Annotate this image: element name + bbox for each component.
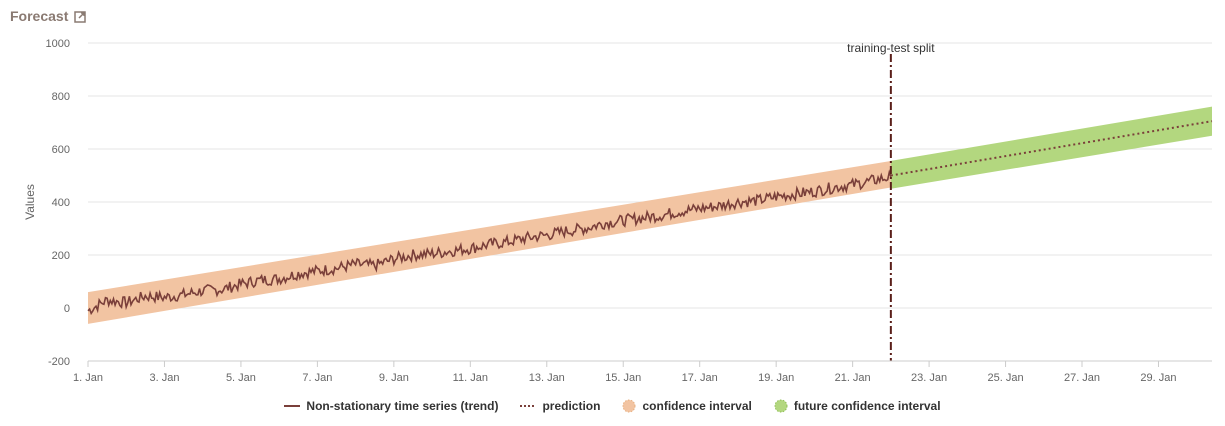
x-tick-label: 29. Jan — [1140, 372, 1176, 384]
legend-item-prediction[interactable]: prediction — [520, 399, 600, 413]
x-tick-label: 23. Jan — [911, 372, 947, 384]
x-tick-label: 11. Jan — [453, 372, 488, 384]
legend: Non-stationary time series (trend) predi… — [0, 396, 1225, 416]
x-tick-label: 25. Jan — [988, 372, 1024, 384]
forecast-chart: training-test split -200 0 200 400 600 800 100… — [23, 38, 1213, 384]
legend-item-series[interactable]: Non-stationary time series (trend) — [284, 399, 498, 413]
x-tick-label: 5. Jan — [226, 372, 256, 384]
series-line-prediction — [890, 120, 1213, 177]
panel-title: Forecast — [10, 8, 69, 24]
y-tick-label: 600 — [52, 144, 70, 156]
confidence-bands — [88, 106, 1212, 324]
y-tick-label: 0 — [64, 303, 70, 315]
y-axis-title: Values — [23, 184, 37, 220]
x-tick-label: 17. Jan — [682, 372, 718, 384]
axes: -200 0 200 400 600 800 1000 1. Jan 3. Jan 5. Jan 7… — [23, 38, 1212, 384]
split-marker: training-test split — [847, 41, 935, 361]
split-label: training-test split — [847, 41, 935, 55]
x-tick-label: 15. Jan — [605, 372, 641, 384]
legend-label-prediction: prediction — [542, 399, 601, 413]
legend-item-future-confidence[interactable]: future confidence interval — [774, 399, 941, 413]
x-tick-label: 7. Jan — [302, 372, 332, 384]
series-line-trend — [87, 169, 892, 316]
y-tick-label: 1000 — [46, 38, 70, 50]
x-tick-label: 1. Jan — [73, 372, 103, 384]
y-tick-label: -200 — [48, 356, 70, 368]
y-tick-label: 400 — [52, 197, 70, 209]
series-lines — [87, 120, 1213, 316]
external-link-icon[interactable] — [74, 10, 87, 23]
legend-label-future-confidence: future confidence interval — [793, 399, 941, 413]
legend-label-series: Non-stationary time series (trend) — [306, 399, 499, 413]
future-confidence-interval-band — [890, 106, 1212, 189]
y-tick-label: 200 — [52, 250, 70, 262]
x-tick-label: 21. Jan — [835, 372, 871, 384]
x-tick-label: 13. Jan — [529, 372, 565, 384]
legend-circle-symbol — [622, 399, 636, 413]
x-tick-label: 9. Jan — [379, 372, 409, 384]
y-tick-label: 800 — [52, 91, 70, 103]
x-tick-label: 3. Jan — [149, 372, 179, 384]
x-tick-label: 27. Jan — [1064, 372, 1100, 384]
legend-label-confidence: confidence interval — [642, 399, 752, 413]
legend-item-confidence[interactable]: confidence interval — [622, 399, 752, 413]
x-tick-label: 19. Jan — [758, 372, 794, 384]
legend-circle-symbol-future — [774, 399, 788, 413]
legend-line-symbol — [284, 405, 301, 407]
confidence-interval-band — [88, 160, 891, 324]
panel-header: Forecast — [10, 6, 87, 26]
legend-dotted-symbol — [520, 405, 537, 407]
